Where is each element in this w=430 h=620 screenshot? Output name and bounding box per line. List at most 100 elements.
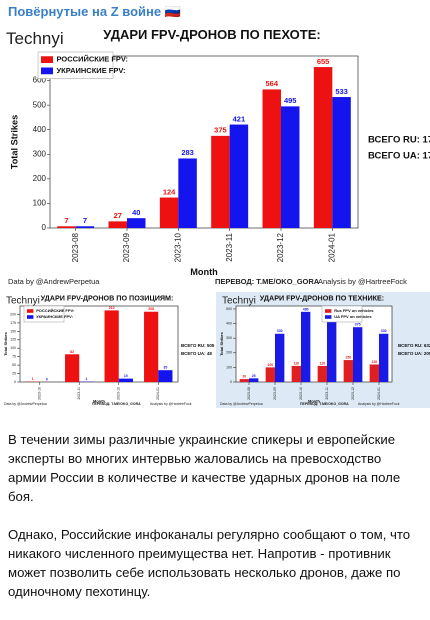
- legend-swatch: [27, 315, 33, 319]
- value-label: 124: [163, 187, 176, 196]
- value-label: 1: [32, 377, 34, 381]
- y-tick-label: 100: [33, 199, 47, 208]
- bar: [109, 221, 127, 228]
- credit-note: ПЕРЕВОД: T.ME/OKO_GORA: [300, 402, 349, 406]
- plot-frame: [50, 56, 358, 228]
- value-label: 330: [277, 329, 283, 333]
- bar: [249, 378, 258, 382]
- value-label: 208: [148, 307, 154, 311]
- y-tick-label: 300: [226, 336, 232, 340]
- bar: [332, 97, 350, 228]
- value-label: 212: [109, 306, 115, 310]
- value-label: 564: [266, 79, 279, 88]
- value-label: 110: [293, 361, 299, 365]
- y-tick-label: 0: [14, 380, 16, 384]
- legend-label: УКРАИНСКИЕ FPV:: [36, 314, 73, 319]
- value-label: 120: [371, 360, 377, 364]
- y-tick-label: 25: [12, 371, 16, 375]
- total-note: ВСЕГО RU: 505: [181, 343, 215, 348]
- bar: [353, 327, 362, 382]
- value-label: 655: [317, 57, 330, 66]
- legend-label: УКРАИНСКИЕ FPV:: [57, 66, 126, 75]
- bar: [327, 321, 336, 382]
- bar: [263, 89, 281, 228]
- chart-title: УДАРИ FPV-ДРОНОВ ПО ТЕХНИКЕ:: [260, 293, 384, 302]
- bar: [292, 366, 301, 382]
- y-tick-label: 200: [226, 351, 232, 355]
- y-tick-label: 500: [33, 100, 47, 109]
- x-tick-label: 2023-10: [299, 387, 303, 400]
- legend-swatch: [325, 309, 331, 313]
- y-tick-label: 400: [226, 321, 232, 325]
- y-tick-label: 400: [33, 125, 47, 134]
- value-label: 495: [284, 96, 297, 105]
- bar: [211, 136, 229, 228]
- bar: [318, 366, 327, 382]
- x-tick-label: 2023-10: [173, 232, 182, 262]
- value-label: 7: [64, 216, 68, 225]
- x-tick-label: 2023-08: [247, 387, 251, 400]
- value-label: 421: [233, 114, 246, 123]
- credit-note: Analysis by @HartreeFock: [358, 402, 400, 406]
- bar: [158, 370, 172, 382]
- y-tick-label: 300: [33, 149, 47, 158]
- bar: [230, 125, 248, 228]
- bar: [275, 334, 284, 382]
- y-tick-label: 0: [230, 380, 232, 384]
- bar: [240, 379, 249, 382]
- y-tick-label: 100: [10, 346, 16, 350]
- total-note: ВСЕГО UA: 2057: [398, 351, 430, 356]
- value-label: 7: [83, 216, 87, 225]
- legend-label: РОССИЙСКИЕ FPV:: [57, 55, 129, 64]
- y-tick-label: 200: [33, 174, 47, 183]
- bar: [344, 360, 353, 382]
- x-tick-label: 2023-10: [38, 387, 42, 400]
- legend-label: РОССИЙСКИЕ FPV:: [36, 308, 74, 313]
- total-note: ВСЕГО UA: 1779: [368, 151, 430, 162]
- value-label: 10: [124, 374, 128, 378]
- value-label: 533: [335, 87, 348, 96]
- total-note: ВСЕГО UA: 48: [181, 351, 212, 356]
- x-tick-label: 2023-11: [225, 232, 234, 261]
- bar: [379, 334, 388, 382]
- x-tick-label: 2024-01: [377, 387, 381, 400]
- credit-note: Analysis by @HartreeFock: [150, 402, 192, 406]
- x-tick-label: 2023-12: [276, 232, 285, 262]
- bar: [178, 158, 196, 228]
- value-label: 0: [46, 377, 48, 381]
- value-label: 150: [345, 356, 351, 360]
- value-label: 25: [252, 374, 256, 378]
- bar: [105, 310, 119, 382]
- x-tick-label: 2023-12: [117, 387, 121, 400]
- bar: [127, 218, 145, 228]
- credit-note: Analysis by @HartreeFock: [318, 277, 407, 286]
- y-tick-label: 125: [10, 338, 16, 342]
- value-label: 20: [242, 375, 246, 379]
- logo: Technyi: [6, 296, 40, 307]
- bar: [160, 198, 178, 228]
- credit-note: ПЕРЕВОД: T.ME/OKO_GORA: [215, 277, 320, 286]
- y-tick-label: 150: [10, 329, 16, 333]
- x-tick-label: 2024-01: [156, 387, 160, 400]
- legend-label: UA FPV on vehicles: [334, 314, 372, 319]
- value-label: 100: [267, 363, 273, 367]
- paragraph: В течении зимы различные украинские спик…: [8, 430, 422, 506]
- value-label: 82: [70, 350, 74, 354]
- bar: [76, 226, 94, 228]
- value-label: 375: [355, 323, 361, 327]
- bar: [370, 364, 379, 382]
- legend-swatch: [27, 309, 33, 313]
- bar: [144, 312, 158, 382]
- y-tick-label: 50: [12, 363, 16, 367]
- bar: [57, 226, 75, 228]
- logo: Technyi: [222, 296, 256, 307]
- bar: [281, 106, 299, 228]
- credit-note: Data by @AndrewPerpetua: [8, 277, 100, 286]
- y-tick-label: 200: [10, 312, 16, 316]
- legend-label: Rus FPV on vehicles: [334, 308, 374, 313]
- value-label: 1: [85, 377, 87, 381]
- chart-title: УДАРИ FPV-ДРОНОВ ПО ПОЗИЦИЯМ:: [41, 293, 174, 302]
- credit-note: ПЕРЕВОД: T.ME/OKO_GORA: [92, 402, 141, 406]
